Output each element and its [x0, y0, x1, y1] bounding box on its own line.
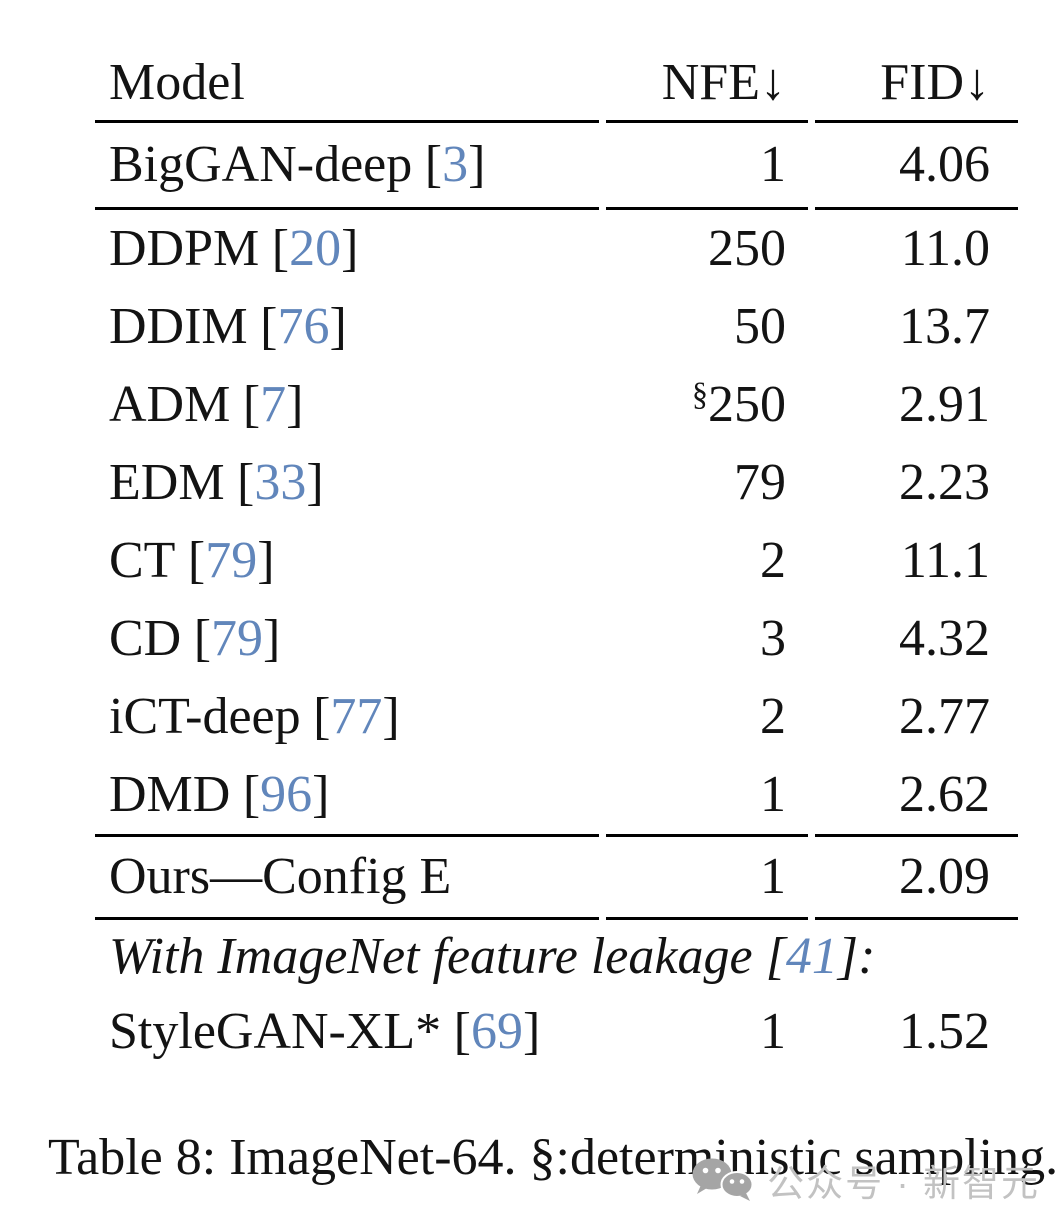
table-section-note-row: With ImageNet feature leakage [41]:	[109, 928, 876, 985]
table-row-adm: ADM [7] §250 2.91	[95, 366, 1018, 444]
fid-value: 2.77	[899, 688, 990, 745]
nfe-value: 250	[708, 376, 786, 434]
nfe-value: 50	[734, 298, 786, 355]
nfe-value: 1	[606, 756, 808, 837]
col-header-model-label: Model	[109, 54, 245, 111]
citation-link[interactable]: 3	[442, 136, 469, 193]
citation-link[interactable]: 41	[785, 928, 838, 985]
fid-value: 4.06	[815, 123, 1018, 210]
model-name: ADM	[109, 376, 231, 433]
col-header-model: Model	[95, 46, 599, 123]
nfe-value: 1	[606, 837, 808, 920]
table-row-cd: CD [79] 3 4.32	[95, 600, 1018, 678]
table-row-ddpm: DDPM [20] 250 11.0	[95, 210, 1018, 288]
fid-value: 1.52	[899, 1003, 990, 1060]
table-row-biggan-deep: BigGAN-deep [3] 1 4.06	[95, 123, 1018, 210]
citation-link[interactable]: 20	[289, 220, 342, 277]
model-name: DMD	[109, 766, 231, 823]
table-row-ddim: DDIM [76] 50 13.7	[95, 288, 1018, 366]
table-header-row: Model NFE↓ FID↓	[95, 46, 1018, 123]
section-note-text: With ImageNet feature leakage	[109, 928, 766, 985]
model-name: CT	[109, 532, 176, 589]
model-name: Ours—Config E	[109, 848, 452, 905]
citation-link[interactable]: 76	[277, 298, 330, 355]
down-arrow-icon: ↓	[760, 54, 786, 111]
nfe-value: 1	[606, 123, 808, 210]
nfe-value: 79	[734, 454, 786, 511]
nfe-value: 2	[760, 532, 786, 589]
fid-value: 11.0	[900, 220, 990, 277]
results-table: Model NFE↓ FID↓ BigGAN-deep [3] 1 4.06 DD…	[88, 46, 1025, 1070]
table-caption: Table 8: ImageNet-64. §:deterministic sa…	[48, 1128, 1058, 1187]
wechat-watermark: 公众号 · 新智元	[691, 1153, 1040, 1207]
fid-value: 13.7	[899, 298, 990, 355]
citation-link[interactable]: 79	[205, 532, 258, 589]
fid-value: 2.09	[815, 837, 1018, 920]
watermark-text: 公众号 · 新智元	[767, 1163, 1040, 1204]
citation-link[interactable]: 79	[211, 610, 264, 667]
col-header-nfe: NFE↓	[606, 46, 808, 123]
table-row-edm: EDM [33] 79 2.23	[95, 444, 1018, 522]
model-name: DDPM	[109, 220, 260, 277]
model-name: iCT-deep	[109, 688, 301, 745]
model-name: DDIM	[109, 298, 248, 355]
citation-link[interactable]: 33	[254, 454, 307, 511]
nfe-value: 250	[708, 220, 786, 277]
citation-link[interactable]: 7	[260, 376, 287, 433]
nfe-value: 1	[760, 1003, 786, 1060]
model-name: StyleGAN-XL*	[109, 1003, 442, 1060]
model-name: BigGAN-deep	[109, 136, 413, 193]
fid-value: 4.32	[899, 610, 990, 667]
fid-value: 2.91	[899, 376, 990, 433]
table-row-ct: CT [79] 2 11.1	[95, 522, 1018, 600]
table-caption-text: Table 8: ImageNet-64. §:deterministic sa…	[48, 1129, 1058, 1186]
nfe-value: 2	[760, 688, 786, 745]
wechat-icon	[692, 1158, 754, 1201]
down-arrow-icon: ↓	[964, 54, 990, 111]
section-sign-marker: §	[691, 376, 708, 413]
model-name: CD	[109, 610, 182, 667]
table-row-ict-deep: iCT-deep [77] 2 2.77	[95, 678, 1018, 756]
fid-value: 2.23	[899, 454, 990, 511]
fid-value: 2.62	[815, 756, 1018, 837]
table-row-dmd: DMD [96] 1 2.62	[95, 756, 1018, 837]
table-row-stylegan-xl: StyleGAN-XL* [69] 1 1.52	[95, 994, 1018, 1070]
nfe-value: 3	[760, 610, 786, 667]
citation-link[interactable]: 77	[330, 688, 383, 745]
table-row-ours-config-e: Ours—Config E 1 2.09	[95, 837, 1018, 920]
citation-link[interactable]: 69	[470, 1003, 523, 1060]
col-header-fid: FID↓	[815, 46, 1018, 123]
fid-value: 11.1	[900, 532, 990, 589]
model-name: EDM	[109, 454, 225, 511]
citation-link[interactable]: 96	[260, 766, 313, 823]
